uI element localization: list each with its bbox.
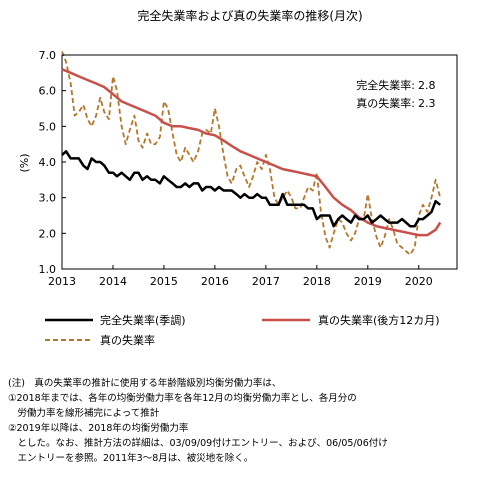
x-tick-label: 2016 bbox=[201, 275, 229, 288]
annotation-value-unemployment: 2.8 bbox=[418, 79, 436, 92]
legend-label-true-unemployment: 真の失業率 bbox=[100, 333, 155, 347]
annotation-label-unemployment: 完全失業率: bbox=[356, 78, 415, 92]
footnote-line: とした。なお、推計方法の詳細は、03/09/09付けエントリー、および、06/0… bbox=[8, 438, 388, 449]
x-tick-label: 2019 bbox=[354, 275, 382, 288]
footnote-line: ①2018年までは、各年の均衡労働力率を各年12月の均衡労働力率とし、各月分の bbox=[8, 393, 357, 404]
series-true-unemployment-trailing bbox=[61, 68, 442, 237]
legend-label-unemployment: 完全失業率(季調) bbox=[100, 313, 186, 327]
x-ticks: 2013 2014 2015 2016 2017 2018 2019 2020 bbox=[48, 265, 433, 288]
y-tick-label: 5.0 bbox=[39, 120, 57, 133]
footnote-line: (注) 真の失業率の推計に使用する年齢階級別均衡労働力率は、 bbox=[8, 378, 282, 389]
series-unemployment-sa bbox=[61, 150, 441, 228]
annotation-value-true-unemployment: 2.3 bbox=[418, 97, 436, 110]
legend-label-true-unemployment-trailing: 真の失業率(後方12カ月) bbox=[318, 313, 440, 327]
footnote-line: エントリーを参照。2011年3～8月は、被災地を除く。 bbox=[8, 453, 254, 464]
x-tick-label: 2014 bbox=[99, 275, 127, 288]
chart-title: 完全失業率および真の失業率の推移(月次) bbox=[137, 8, 362, 23]
y-tick-label: 4.0 bbox=[39, 156, 57, 169]
x-tick-label: 2018 bbox=[303, 275, 331, 288]
y-ticks: 1.0 2.0 3.0 4.0 5.0 6.0 7.0 bbox=[39, 49, 66, 276]
x-tick-label: 2015 bbox=[150, 275, 178, 288]
x-tick-label: 2013 bbox=[48, 275, 76, 288]
legend: 完全失業率(季調) 真の失業率(後方12カ月) 真の失業率 bbox=[45, 313, 440, 347]
y-tick-label: 1.0 bbox=[39, 263, 57, 276]
series-layer bbox=[61, 51, 442, 256]
y-tick-label: 6.0 bbox=[39, 85, 57, 98]
y-tick-label: 2.0 bbox=[39, 227, 57, 240]
y-tick-label: 3.0 bbox=[39, 192, 57, 205]
series-true-unemployment bbox=[61, 51, 442, 256]
y-axis-label: (%) bbox=[18, 153, 31, 172]
x-tick-label: 2017 bbox=[252, 275, 280, 288]
footnote-line: 労働力率を線形補完によって推計 bbox=[8, 408, 160, 419]
annotation-label-true-unemployment: 真の失業率: bbox=[356, 96, 415, 110]
y-tick-label: 7.0 bbox=[39, 49, 57, 62]
footnote-line: ②2019年以降は、2018年の均衡労働力率 bbox=[8, 423, 189, 434]
x-tick-label: 2020 bbox=[405, 275, 433, 288]
